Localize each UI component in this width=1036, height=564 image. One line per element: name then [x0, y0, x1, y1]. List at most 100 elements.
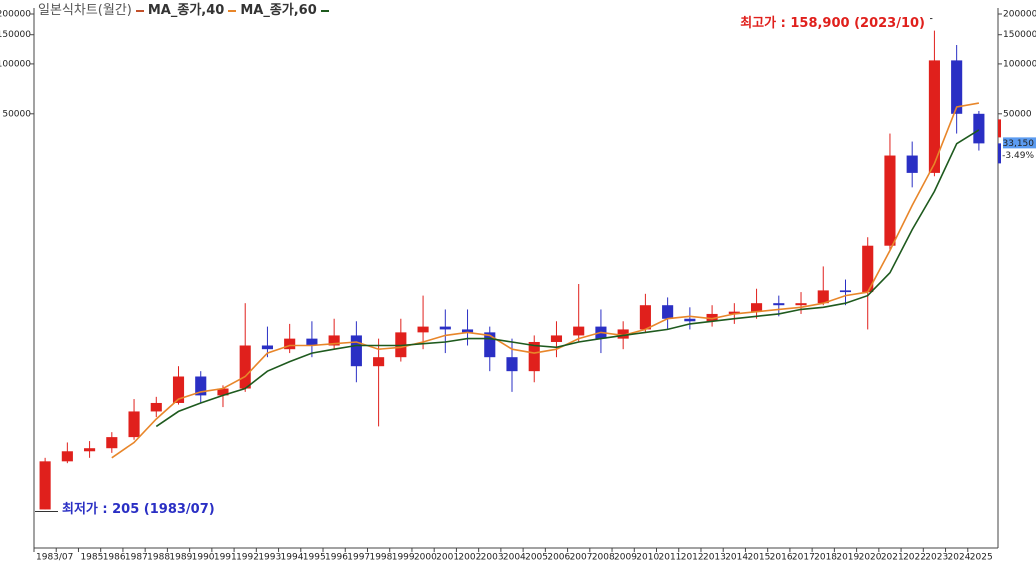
- x-tick-label: 2013: [703, 553, 726, 563]
- x-tick-label: 1999: [392, 553, 415, 563]
- candle-body: [306, 338, 318, 346]
- ma-line: [111, 102, 980, 459]
- x-tick-label: 2002: [458, 553, 481, 563]
- ma-line: [155, 129, 980, 428]
- candle-body: [684, 318, 696, 322]
- candle-body: [328, 335, 340, 346]
- x-tick-label: 1996: [325, 553, 348, 563]
- x-tick-label: 1985: [80, 553, 103, 563]
- candle-body: [639, 305, 651, 330]
- candle-body: [751, 303, 763, 312]
- candle-body: [239, 345, 251, 389]
- chart-title: 일본식차트(월간): [38, 3, 132, 18]
- legend-swatch: [228, 9, 237, 12]
- candle-body: [84, 448, 96, 452]
- x-tick-label: 1988: [147, 553, 170, 563]
- legend-label: MA_종가,60: [240, 3, 317, 18]
- x-tick-label: 2001: [436, 553, 459, 563]
- candle-body: [261, 345, 273, 350]
- candle-body: [373, 357, 385, 367]
- candle-body: [61, 451, 73, 462]
- legend-label: MA_종가,40: [147, 3, 225, 18]
- y-tick-label: 50000: [2, 109, 31, 119]
- legend-swatch: [135, 9, 144, 12]
- y-tick-label-right: 150000: [1003, 30, 1036, 40]
- x-tick-label: 2020: [859, 553, 882, 563]
- last-price-marker: [998, 143, 1001, 164]
- candle-body: [906, 155, 918, 173]
- x-tick-label: 2016: [770, 553, 793, 563]
- x-tick-label: 2018: [814, 553, 837, 563]
- candle-body: [817, 290, 829, 304]
- x-tick-label: 2023: [925, 553, 948, 563]
- candle-body: [506, 357, 518, 372]
- candle-body: [795, 303, 807, 306]
- x-tick-label: 1983/07: [36, 553, 73, 563]
- x-tick-label: 1986: [103, 553, 126, 563]
- legend-swatch: [320, 9, 329, 12]
- x-tick-label: 1998: [369, 553, 392, 563]
- candle-body: [128, 411, 140, 438]
- x-tick-label: 2015: [747, 553, 770, 563]
- x-tick-label: 1991: [214, 553, 237, 563]
- candle-body: [617, 329, 629, 339]
- candle-body: [773, 303, 785, 306]
- last-price-box: [1003, 137, 1036, 149]
- low-annotation: 최저가 : 205 (1983/07): [62, 502, 215, 517]
- candle-body: [839, 290, 852, 293]
- candle-body: [350, 335, 362, 367]
- y-tick-label: 150000: [0, 30, 31, 40]
- candle-body: [195, 376, 207, 396]
- candle-body: [706, 313, 718, 322]
- candle-body: [484, 332, 496, 358]
- high-annotation: 최고가 : 158,900 (2023/10): [740, 16, 925, 31]
- y-tick-label-right: 200000: [1003, 10, 1036, 20]
- x-tick-label: 1997: [347, 553, 370, 563]
- candle-body: [662, 305, 674, 319]
- last-price-marker: [998, 119, 1001, 138]
- candle-body: [39, 461, 51, 510]
- candle-body: [884, 155, 896, 246]
- candle-body: [284, 338, 296, 350]
- candle-body: [439, 326, 451, 330]
- x-tick-label: 2024: [948, 553, 971, 563]
- candle-body: [150, 402, 162, 412]
- y-tick-label: 200000: [0, 10, 31, 20]
- change-label: -3.49%: [1002, 151, 1034, 161]
- candle-body: [862, 245, 874, 293]
- x-tick-label: 2012: [681, 553, 704, 563]
- legend: 일본식차트(월간) MA_종가,40 MA_종가,60: [38, 0, 333, 18]
- candle-body: [461, 329, 474, 333]
- x-tick-label: 2007: [570, 553, 593, 563]
- x-tick-label: 1995: [303, 553, 326, 563]
- candle-body: [528, 341, 540, 372]
- candle-body: [728, 311, 740, 314]
- x-tick-label: 1989: [169, 553, 192, 563]
- x-tick-label: 2006: [547, 553, 570, 563]
- candle-body: [951, 60, 963, 114]
- x-tick-label: 2025: [970, 553, 993, 563]
- candle-body: [573, 326, 585, 336]
- x-tick-label: 2017: [792, 553, 815, 563]
- x-tick-label: 2000: [414, 553, 437, 563]
- x-tick-label: 1992: [236, 553, 259, 563]
- x-tick-label: 2010: [636, 553, 659, 563]
- x-tick-label: 2009: [614, 553, 637, 563]
- x-tick-label: 2003: [481, 553, 504, 563]
- y-tick-label-right: 100000: [1003, 59, 1036, 69]
- candle-body: [106, 437, 118, 449]
- x-tick-label: 2011: [659, 553, 682, 563]
- candle-body: [928, 60, 940, 173]
- candle-body: [973, 113, 985, 144]
- candle-body: [172, 376, 185, 403]
- candle-body: [417, 326, 429, 333]
- y-tick-label-right: 50000: [1003, 109, 1032, 119]
- x-tick-label: 2005: [525, 553, 548, 563]
- y-tick-label: 100000: [0, 59, 31, 69]
- x-tick-label: 1994: [281, 553, 304, 563]
- x-tick-label: 2022: [903, 553, 926, 563]
- x-tick-label: 1993: [258, 553, 281, 563]
- last-price-label: 33,150: [1003, 139, 1035, 149]
